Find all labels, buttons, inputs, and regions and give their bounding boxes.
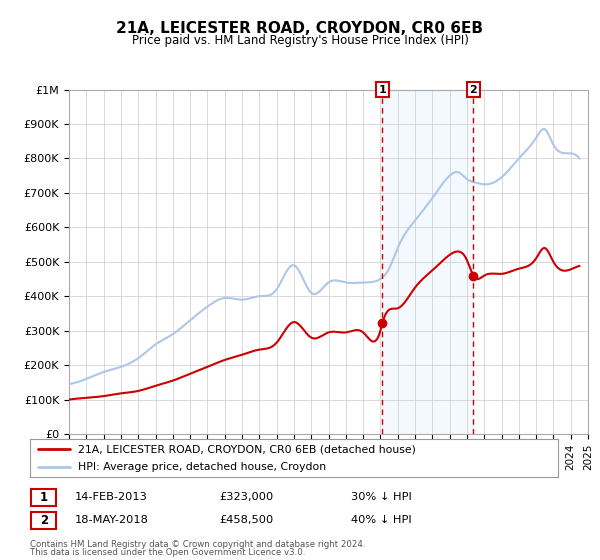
Text: 1: 1: [379, 85, 386, 95]
Text: 2: 2: [470, 85, 478, 95]
Text: 2: 2: [40, 514, 48, 527]
Text: Price paid vs. HM Land Registry's House Price Index (HPI): Price paid vs. HM Land Registry's House …: [131, 34, 469, 46]
Text: 21A, LEICESTER ROAD, CROYDON, CR0 6EB (detached house): 21A, LEICESTER ROAD, CROYDON, CR0 6EB (d…: [77, 444, 415, 454]
Bar: [382, 90, 473, 434]
Text: 30% ↓ HPI: 30% ↓ HPI: [351, 492, 412, 502]
Text: £323,000: £323,000: [219, 492, 273, 502]
Text: This data is licensed under the Open Government Licence v3.0.: This data is licensed under the Open Gov…: [30, 548, 305, 557]
Text: Contains HM Land Registry data © Crown copyright and database right 2024.: Contains HM Land Registry data © Crown c…: [30, 540, 365, 549]
Text: 1: 1: [40, 491, 48, 504]
Text: 21A, LEICESTER ROAD, CROYDON, CR0 6EB: 21A, LEICESTER ROAD, CROYDON, CR0 6EB: [116, 21, 484, 36]
Text: 14-FEB-2013: 14-FEB-2013: [75, 492, 148, 502]
Text: 18-MAY-2018: 18-MAY-2018: [75, 515, 149, 525]
Text: £458,500: £458,500: [219, 515, 273, 525]
Text: 40% ↓ HPI: 40% ↓ HPI: [351, 515, 412, 525]
Text: HPI: Average price, detached house, Croydon: HPI: Average price, detached house, Croy…: [77, 462, 326, 472]
